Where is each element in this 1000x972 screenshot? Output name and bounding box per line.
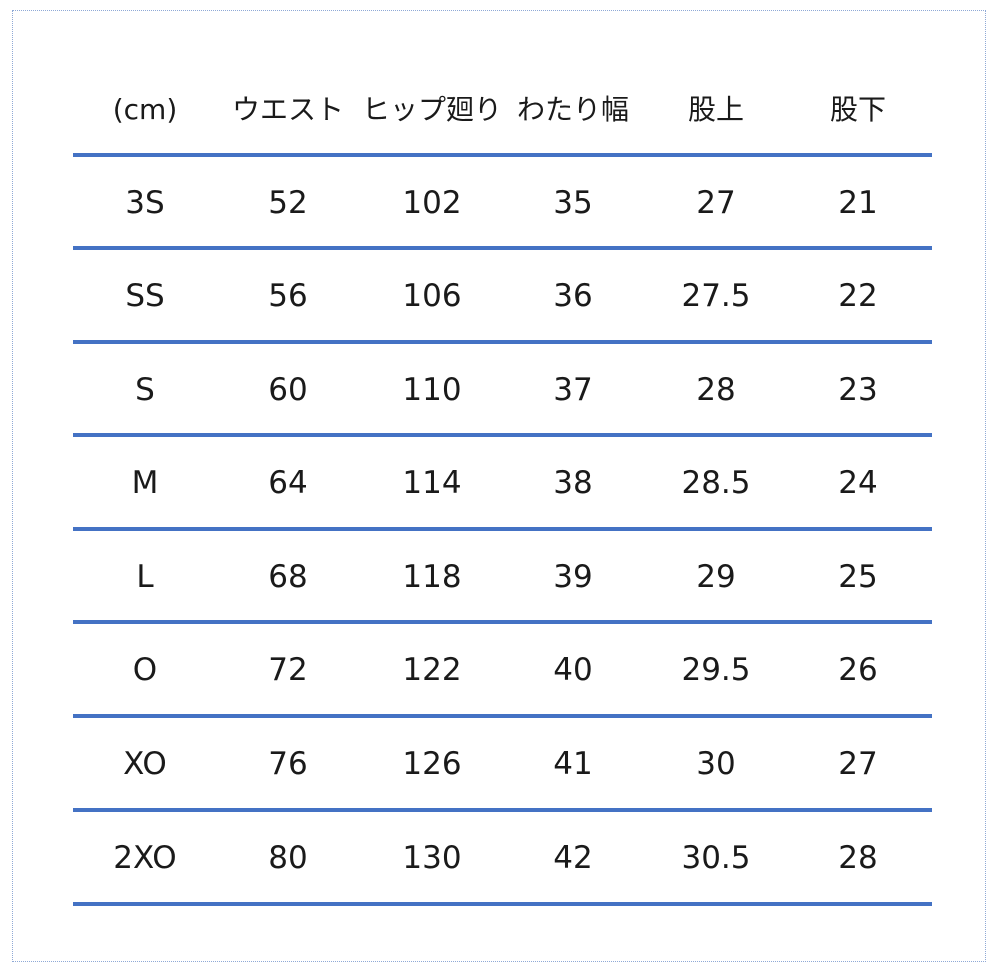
table-row: O 72 122 40 29.5 26 bbox=[73, 640, 932, 700]
column-header: ウエスト bbox=[231, 93, 344, 126]
table-cell: 36 bbox=[553, 278, 593, 314]
table-cell: 38 bbox=[553, 465, 593, 501]
table-cell: 29.5 bbox=[681, 652, 751, 688]
table-row: 2XO 80 130 42 30.5 28 bbox=[73, 828, 932, 888]
row-divider bbox=[73, 246, 932, 250]
table-row: M 64 114 38 28.5 24 bbox=[73, 453, 932, 513]
table-row: L 68 118 39 29 25 bbox=[73, 547, 932, 607]
row-divider bbox=[73, 620, 932, 624]
table-cell: 72 bbox=[268, 652, 308, 688]
row-divider bbox=[73, 808, 932, 812]
table-cell: M bbox=[131, 465, 159, 501]
row-divider bbox=[73, 527, 932, 531]
column-header: 股下 bbox=[829, 93, 886, 126]
table-cell: S bbox=[135, 372, 155, 408]
table-cell: 37 bbox=[553, 372, 593, 408]
column-header: (cm) bbox=[112, 93, 178, 126]
table-cell: 27 bbox=[838, 746, 878, 782]
table-cell: 106 bbox=[402, 278, 462, 314]
table-cell: XO bbox=[123, 746, 167, 782]
table-cell: 27.5 bbox=[681, 278, 751, 314]
table-cell: 23 bbox=[838, 372, 878, 408]
column-header: ヒップ廻り bbox=[362, 93, 503, 126]
table-row: 3S 52 102 35 27 21 bbox=[73, 173, 932, 233]
table-cell: 52 bbox=[268, 185, 308, 221]
table-cell: 40 bbox=[553, 652, 593, 688]
table-cell: L bbox=[136, 559, 154, 595]
table-cell: 60 bbox=[268, 372, 308, 408]
column-header: わたり幅 bbox=[516, 93, 629, 126]
table-row: XO 76 126 41 30 27 bbox=[73, 734, 932, 794]
table-cell: 68 bbox=[268, 559, 308, 595]
table-cell: 21 bbox=[838, 185, 878, 221]
table-cell: 64 bbox=[268, 465, 308, 501]
table-cell: 39 bbox=[553, 559, 593, 595]
table-cell: 122 bbox=[402, 652, 462, 688]
row-divider bbox=[73, 714, 932, 718]
header-row: (cm) ウエスト ヒップ廻り わたり幅 股上 股下 bbox=[73, 80, 932, 140]
table-cell: 56 bbox=[268, 278, 308, 314]
table-row: S 60 110 37 28 23 bbox=[73, 360, 932, 420]
table-cell: 130 bbox=[402, 840, 462, 876]
table-cell: 29 bbox=[696, 559, 736, 595]
table-cell: 27 bbox=[696, 185, 736, 221]
table-cell: SS bbox=[125, 278, 165, 314]
table-cell: 42 bbox=[553, 840, 593, 876]
table-cell: 30 bbox=[696, 746, 736, 782]
table-cell: 35 bbox=[553, 185, 593, 221]
row-divider bbox=[73, 902, 932, 906]
table-cell: 118 bbox=[402, 559, 462, 595]
table-cell: 28 bbox=[696, 372, 736, 408]
row-divider bbox=[73, 433, 932, 437]
table-cell: 3S bbox=[125, 185, 165, 221]
table-cell: 102 bbox=[402, 185, 462, 221]
table-cell: 22 bbox=[838, 278, 878, 314]
row-divider bbox=[73, 340, 932, 344]
row-divider bbox=[73, 153, 932, 157]
table-cell: 26 bbox=[838, 652, 878, 688]
table-cell: O bbox=[132, 652, 158, 688]
table-cell: 24 bbox=[838, 465, 878, 501]
table-cell: 126 bbox=[402, 746, 462, 782]
table-cell: 25 bbox=[838, 559, 878, 595]
table-cell: 114 bbox=[402, 465, 462, 501]
column-header: 股上 bbox=[687, 93, 744, 126]
table-cell: 30.5 bbox=[681, 840, 751, 876]
table-cell: 80 bbox=[268, 840, 308, 876]
size-chart-frame bbox=[12, 10, 986, 962]
table-row: SS 56 106 36 27.5 22 bbox=[73, 266, 932, 326]
table-cell: 41 bbox=[553, 746, 593, 782]
table-cell: 28.5 bbox=[681, 465, 751, 501]
table-cell: 76 bbox=[268, 746, 308, 782]
table-cell: 28 bbox=[838, 840, 878, 876]
table-cell: 2XO bbox=[113, 840, 177, 876]
table-cell: 110 bbox=[402, 372, 462, 408]
